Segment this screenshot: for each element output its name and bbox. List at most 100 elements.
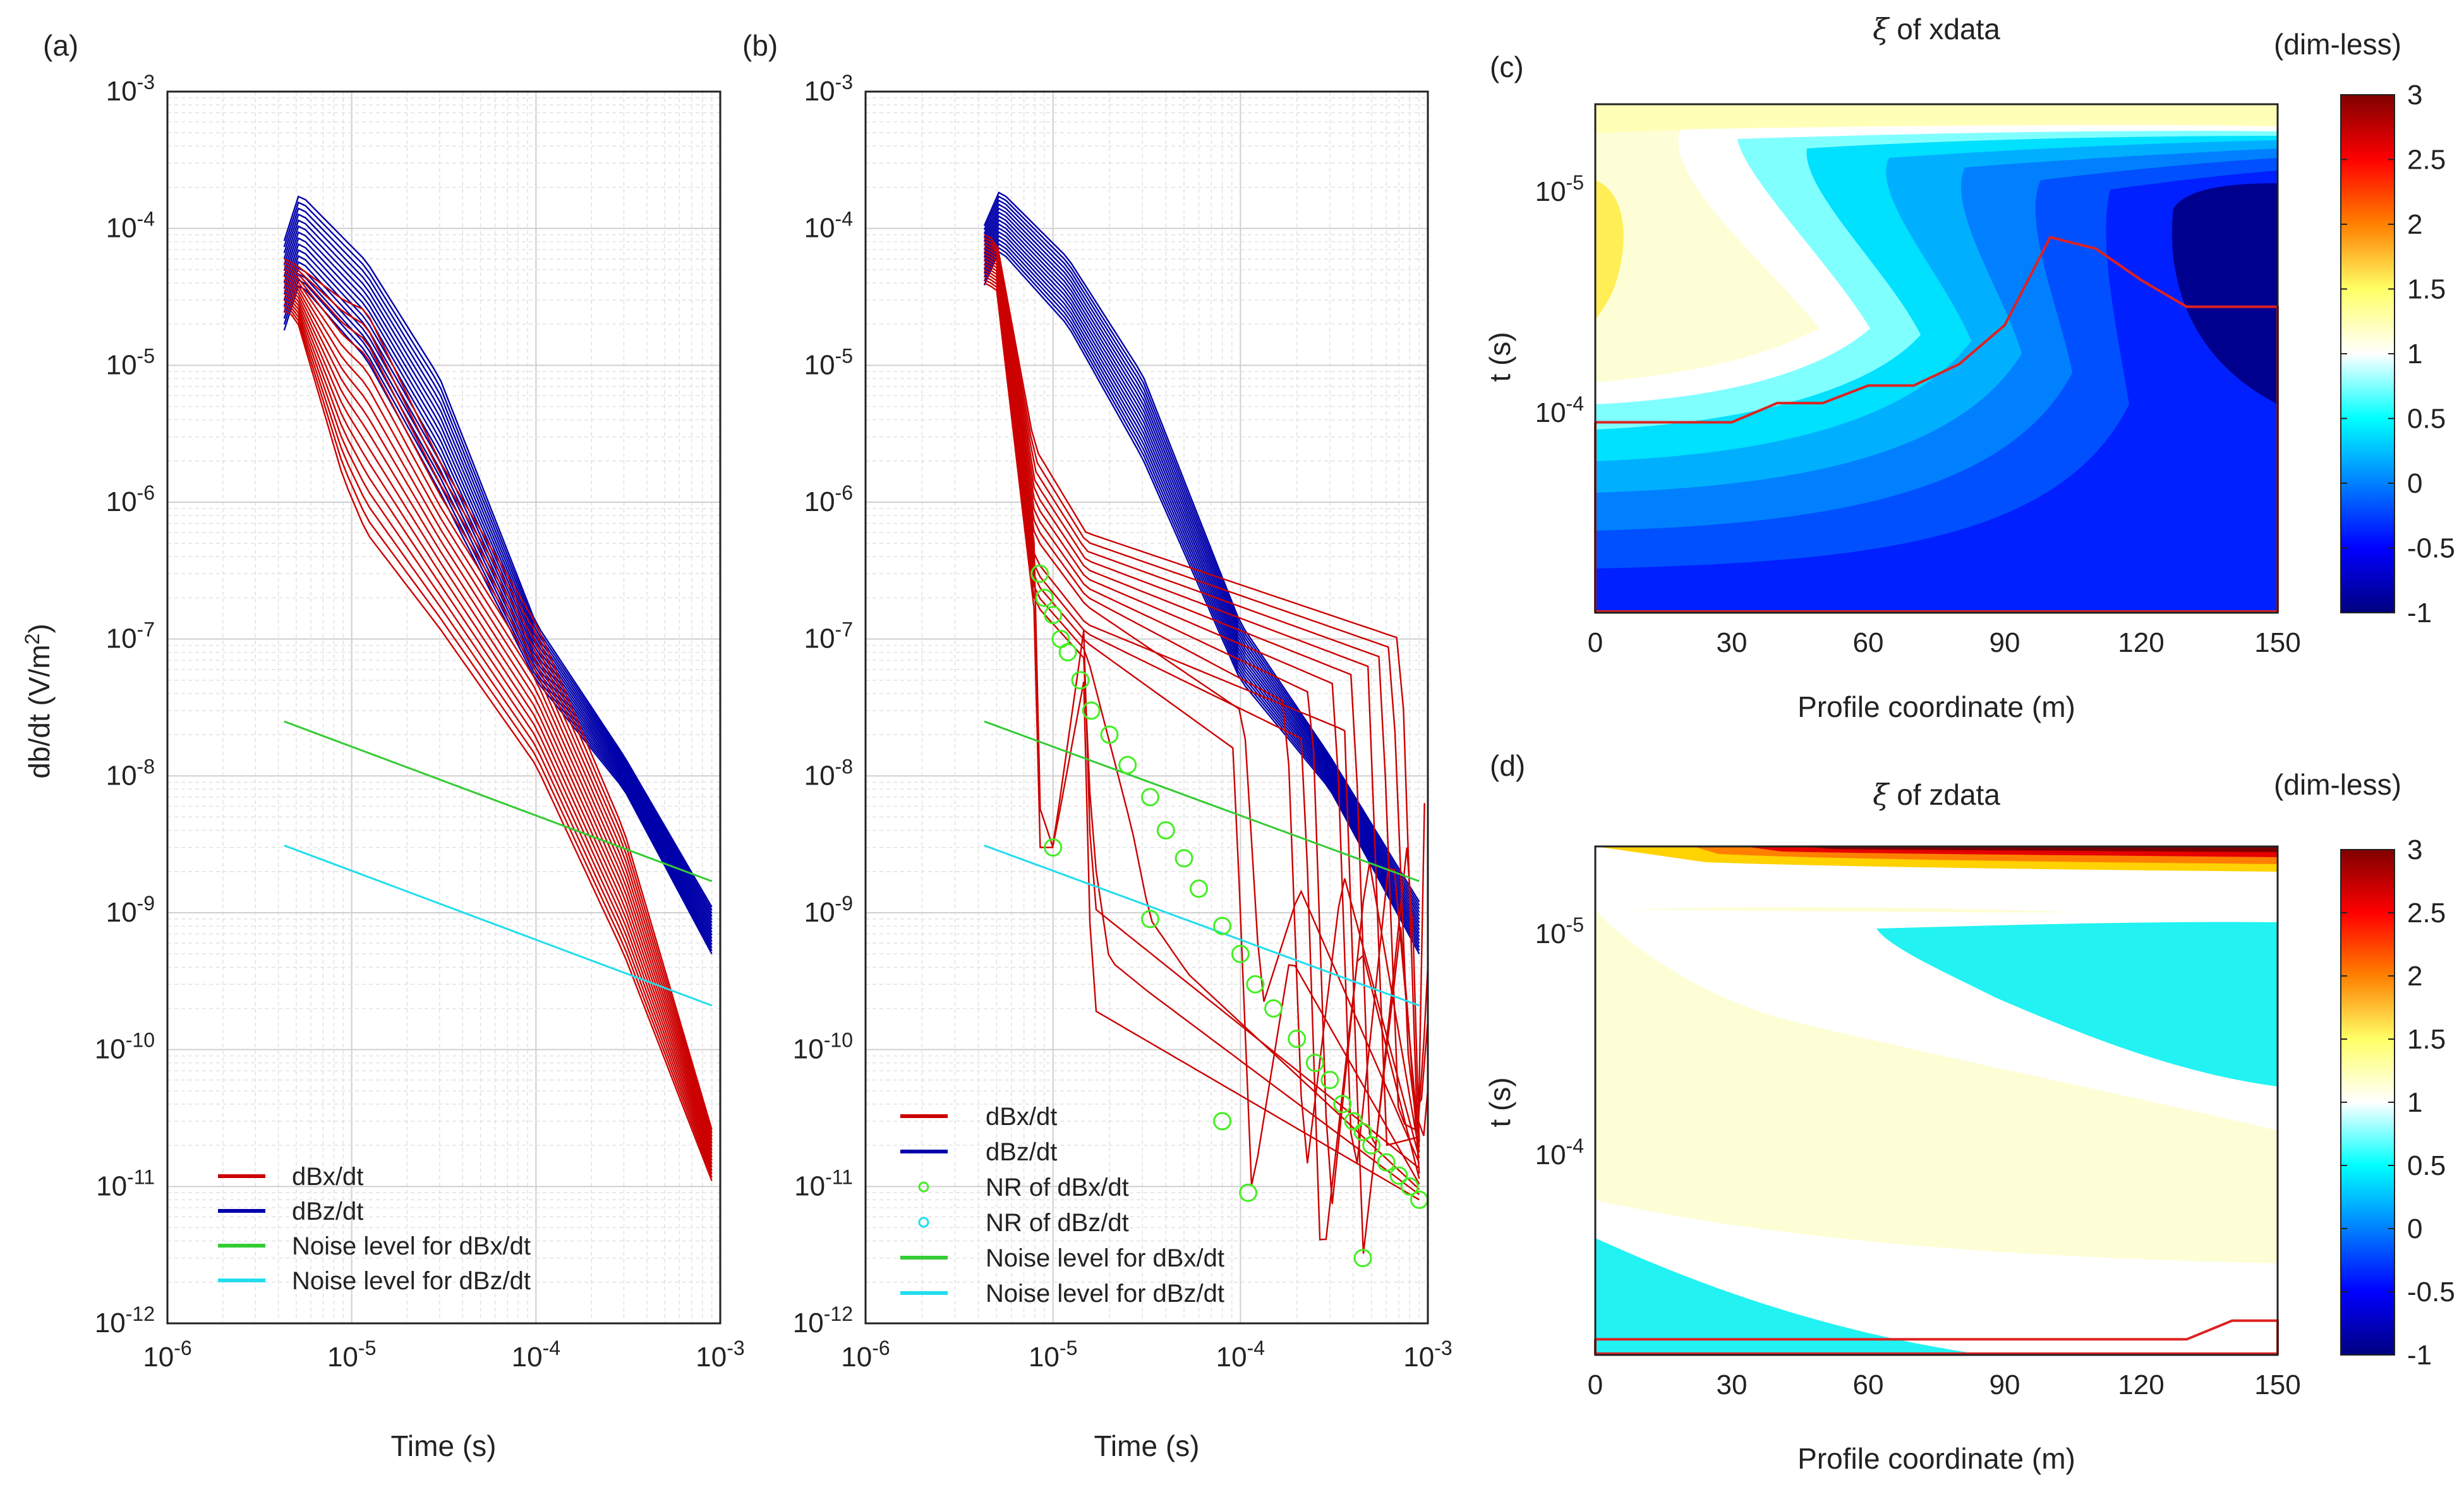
panel-a-dBz-line <box>283 237 713 930</box>
panel-b-dBx-line <box>984 275 1420 1190</box>
panel-d-label: (d) <box>1490 749 1525 782</box>
panel-c-colorbar <box>2340 94 2395 613</box>
panel-b-dBx-line <box>984 279 1420 1195</box>
panel-d-x-ticks: 0 30 60 90 120 150 <box>1588 1369 2301 1400</box>
panel-a-dBz-line <box>283 249 713 936</box>
panel-b-dBz-line <box>983 243 1420 948</box>
legend-b-noise-x: Noise level for dBx/dt <box>986 1244 1224 1272</box>
panel-d-unit: (dim-less) <box>2274 768 2401 801</box>
panel-d-colorbar <box>2340 849 2395 1356</box>
panel-a-dBz-line <box>283 279 713 951</box>
panel-c-y-tick-label: 10-5 <box>1535 171 1584 207</box>
panel-c-x-ticks: 0 30 60 90 120 150 <box>1588 627 2301 658</box>
panel-b-nr-marker <box>1140 788 1159 807</box>
panel-b-dBx-line <box>984 243 1425 1146</box>
panel-d-colorbar-tick-label: 2.5 <box>2407 898 2446 929</box>
panel-c-colorbar-ticks: 3 2.5 2 1.5 1 0.5 0 -0.5 -1 <box>2341 80 2455 629</box>
panel-b-nr-marker <box>1035 588 1054 607</box>
panel-b-y-tick-label: 10-10 <box>793 1029 853 1065</box>
panel-b-nr-marker <box>1377 1153 1396 1172</box>
panel-a-x-ticks: 10-6 10-5 10-4 10-3 <box>143 1337 744 1373</box>
panel-a-dBz-line <box>283 195 713 908</box>
panel-c: (c) ξ of xdata (dim-less) 0 30 60 90 120 150 … <box>1483 12 2455 723</box>
panel-a-noise-z-line <box>284 845 713 1007</box>
panel-b-frame <box>864 90 1429 1325</box>
panel-b-nr-marker <box>1389 1166 1408 1185</box>
panel-a-dBx-line <box>284 265 713 1137</box>
panel-a-dBx-line <box>284 292 713 1164</box>
panel-a-dBx-line <box>284 262 713 1134</box>
panel-d-colorbar-tick-label: 1.5 <box>2407 1024 2446 1055</box>
panel-b-x-tick-label: 10-3 <box>1403 1337 1452 1373</box>
panel-b-dBx-line <box>984 266 1420 1254</box>
panel-c-title: ξ of xdata <box>1873 12 2000 46</box>
legend-a-noise-x: Noise level for dBx/dt <box>292 1232 531 1260</box>
panel-a-x-tick-label: 10-3 <box>696 1337 744 1373</box>
panel-d-y-tick-label: 10-4 <box>1535 1134 1584 1170</box>
panel-b-y-tick-label: 10-11 <box>794 1165 853 1201</box>
panel-d-y-tick-label: 10-5 <box>1535 913 1584 949</box>
panel-c-colorbar-tick-label: -0.5 <box>2407 533 2455 564</box>
panel-d-x-tick-label: 30 <box>1717 1369 1748 1400</box>
panel-c-colorbar-tick-label: 2 <box>2407 209 2422 240</box>
panel-a-dBx-line <box>284 299 713 1171</box>
panel-d-title: ξ of zdata <box>1873 778 2000 812</box>
panel-b-legend: dBx/dt dBz/dt NR of dBx/dt NR of dBz/dt … <box>900 1103 1224 1308</box>
panel-a-y-tick-label: 10-7 <box>106 618 155 654</box>
panel-a-grid <box>167 92 720 1324</box>
panel-b-nr-marker <box>1353 1122 1372 1141</box>
panel-b-nr-marker <box>1320 1071 1339 1090</box>
panel-b-nr-marker <box>1044 606 1063 625</box>
panel-a-dBx-line <box>284 268 713 1140</box>
panel-d-x-tick-label: 60 <box>1853 1369 1884 1400</box>
legend-a-dBz: dBz/dt <box>292 1198 363 1225</box>
panel-b-nr-marker <box>1288 1030 1307 1049</box>
panel-b-y-tick-label: 10-4 <box>804 208 853 244</box>
panel-a-dBx-line <box>284 258 713 1130</box>
panel-d-x-tick-label: 90 <box>1990 1369 2020 1400</box>
panel-b-y-tick-label: 10-9 <box>804 892 853 928</box>
panel-b-dBx-line <box>984 269 1420 1241</box>
panel-a-dBx-line <box>284 306 713 1178</box>
panel-b-label: (b) <box>742 29 778 62</box>
panel-a-y-tick-label: 10-12 <box>95 1302 155 1339</box>
panel-a-y-tick-label: 10-5 <box>106 344 155 380</box>
panel-a-legend: dBx/dt dBz/dt Noise level for dBx/dt Noi… <box>218 1163 531 1295</box>
panel-a: (a) 10-6 10-5 10-4 10-3 10-12 10-11 10-10 10-9… <box>21 29 745 1462</box>
panel-b-dBx-line <box>984 237 1428 1112</box>
panel-a-dBz-line <box>283 255 713 939</box>
panel-a-noise-x-line <box>284 720 713 882</box>
panel-b-nr-marker <box>1082 701 1101 720</box>
panel-b-dBx-line <box>984 240 1428 1133</box>
panel-b-nr-marker <box>1030 564 1049 583</box>
panel-c-contours <box>1595 104 2278 613</box>
panel-b-x-tick-label: 10-6 <box>841 1337 890 1373</box>
panel-b-dBx-line <box>984 246 1420 1148</box>
panel-b-nr-marker <box>1071 671 1090 690</box>
panel-b-x-ticks: 10-6 10-5 10-4 10-3 <box>841 1337 1452 1373</box>
panel-b-nr-marker <box>1213 917 1232 936</box>
panel-d-colorbar-tick-label: 0.5 <box>2407 1150 2446 1181</box>
panel-a-dBz-line <box>283 272 713 948</box>
panel-b-xlabel: Time (s) <box>1094 1429 1200 1462</box>
panel-b-dBx-line <box>984 256 1420 1164</box>
panel-a-dBz-line <box>283 261 713 942</box>
panel-b-y-tick-label: 10-6 <box>804 481 853 517</box>
legend-b-nr-x-swatch <box>918 1181 929 1193</box>
panel-b-nr-marker <box>1100 725 1119 744</box>
panel-c-x-tick-label: 0 <box>1588 627 1603 658</box>
panel-c-x-tick-label: 120 <box>2118 627 2164 658</box>
panel-a-y-tick-label: 10-9 <box>106 892 155 928</box>
panel-a-dBx-line <box>284 296 713 1168</box>
panel-a-dBx-line <box>284 282 713 1154</box>
panel-a-series <box>283 195 713 1181</box>
panel-b-y-tick-label: 10-3 <box>804 71 853 107</box>
panel-c-frame <box>1594 103 2279 614</box>
panel-b-y-tick-label: 10-12 <box>793 1302 853 1339</box>
panel-b-nr-marker <box>1246 975 1265 994</box>
panel-c-colorbar-tick-label: 1 <box>2407 339 2422 370</box>
panel-b-y-ticks: 10-12 10-11 10-10 10-9 10-8 10-7 10-6 10-5 10-4 1… <box>793 71 853 1339</box>
panel-a-dBx-line <box>284 286 713 1157</box>
panel-c-y-tick-label: 10-4 <box>1535 392 1584 428</box>
panel-d-y-ticks: 10-5 10-4 <box>1535 913 1584 1170</box>
